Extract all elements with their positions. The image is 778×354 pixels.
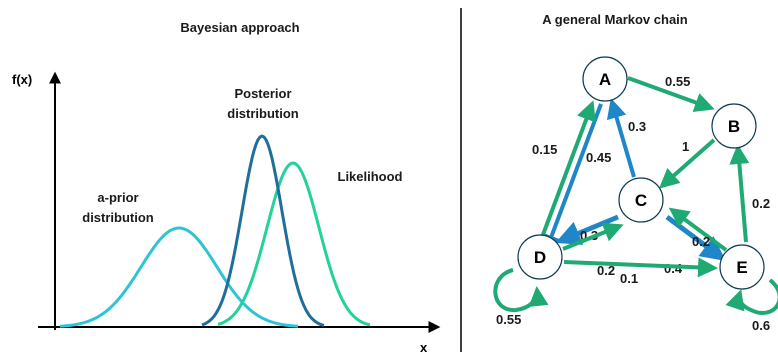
markov-title: A general Markov chain bbox=[542, 12, 688, 27]
likelihood-curve bbox=[217, 161, 371, 327]
prob-c-a: 0.3 bbox=[628, 119, 646, 134]
node-b: B bbox=[711, 103, 757, 149]
prob-e-c: 0.2 bbox=[692, 234, 710, 249]
prob-b-c: 1 bbox=[682, 139, 689, 154]
markov-panel: A general Markov chain 0.55 0.3 0.45 0.1… bbox=[493, 12, 778, 333]
posterior-distribution-curve bbox=[201, 134, 325, 327]
self-loop-d bbox=[493, 268, 549, 313]
edge-c-d bbox=[555, 214, 619, 245]
edge-b-c bbox=[659, 138, 716, 189]
edge-d-c bbox=[562, 222, 624, 251]
node-d-label: D bbox=[534, 248, 546, 267]
edge-a-b bbox=[627, 76, 715, 112]
node-b-label: B bbox=[728, 117, 740, 136]
edge-e-c bbox=[668, 207, 728, 252]
edge-e-b bbox=[729, 144, 750, 243]
prob-e-e: 0.6 bbox=[752, 318, 770, 333]
prob-e-b: 0.2 bbox=[752, 196, 770, 211]
node-a: A bbox=[582, 56, 628, 102]
prob-d-e: 0.1 bbox=[620, 271, 638, 286]
prob-d-d: 0.55 bbox=[496, 312, 521, 327]
prior-label-line2: distribution bbox=[82, 210, 154, 225]
bayesian-panel: Bayesian approach f(x) x a-prior distrib… bbox=[12, 20, 441, 354]
y-axis-label: f(x) bbox=[12, 72, 32, 87]
node-c: C bbox=[618, 177, 664, 223]
node-a-label: A bbox=[599, 70, 611, 89]
prior-distribution-curve bbox=[59, 226, 299, 328]
node-e-label: E bbox=[736, 258, 747, 277]
node-e: E bbox=[719, 244, 765, 290]
bayesian-title: Bayesian approach bbox=[180, 20, 299, 35]
node-d: D bbox=[517, 234, 563, 280]
posterior-label-line1: Posterior bbox=[234, 86, 291, 101]
x-axis-label: x bbox=[420, 340, 428, 354]
prob-d-c: 0.2 bbox=[597, 263, 615, 278]
node-c-label: C bbox=[635, 191, 647, 210]
prob-a-b: 0.55 bbox=[665, 74, 690, 89]
self-loop-e bbox=[725, 278, 778, 315]
edge-d-a bbox=[536, 100, 596, 249]
likelihood-label: Likelihood bbox=[338, 169, 403, 184]
posterior-label-line2: distribution bbox=[227, 106, 299, 121]
prob-d-a: 0.15 bbox=[532, 142, 557, 157]
prob-a-d: 0.45 bbox=[586, 150, 611, 165]
prior-label-line1: a-prior bbox=[97, 190, 138, 205]
edge-d-e bbox=[563, 257, 718, 278]
edge-c-a bbox=[606, 98, 636, 178]
edge-a-d bbox=[542, 103, 603, 255]
